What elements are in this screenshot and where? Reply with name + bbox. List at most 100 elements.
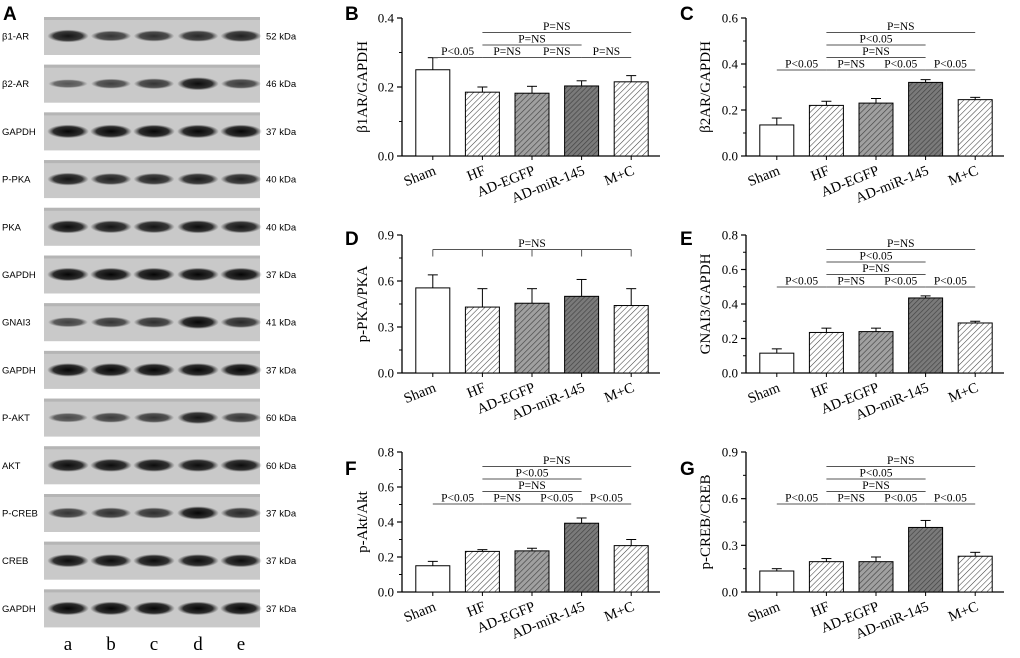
y-axis-label: β1AR/GAPDH <box>355 41 371 133</box>
panel-label: F <box>345 459 357 480</box>
panel-label: G <box>680 459 695 480</box>
blot-protein-label: GAPDH <box>2 365 36 376</box>
bar <box>514 550 550 593</box>
significance-label: P<0.05 <box>934 59 967 71</box>
y-tick-label: 0.6 <box>378 274 395 289</box>
bar <box>464 550 500 593</box>
blot-band <box>220 173 262 186</box>
blot-size-label: 37 kDa <box>266 604 297 615</box>
blot-size-label: 46 kDa <box>266 79 297 90</box>
blot-band <box>47 267 89 282</box>
bar <box>514 302 550 374</box>
panel-label: D <box>345 229 359 250</box>
significance-label: P<0.05 <box>884 276 917 288</box>
bar <box>908 297 944 374</box>
y-tick-label: 0.2 <box>722 331 738 346</box>
blot-size-label: 37 kDa <box>266 270 297 281</box>
blot-band <box>177 220 219 234</box>
y-tick-label: 0.9 <box>722 445 738 460</box>
y-tick-label: 0.4 <box>722 297 739 312</box>
bar <box>613 81 649 157</box>
x-tick-label: Sham <box>402 599 439 626</box>
significance-label: P=NS <box>837 276 865 288</box>
blot-band <box>90 458 132 472</box>
blot-protein-label: β2-AR <box>2 79 29 90</box>
blot-size-label: 41 kDa <box>266 318 297 329</box>
blot-size-label: 40 kDa <box>266 175 297 186</box>
significance-label: P<0.05 <box>884 59 917 71</box>
blot-size-label: 60 kDa <box>266 461 297 472</box>
bar <box>415 287 451 374</box>
y-tick-label: 0.0 <box>378 149 394 164</box>
blot-band <box>47 601 89 616</box>
blot-band <box>220 124 262 139</box>
blot-band <box>220 78 262 89</box>
significance-label: P=NS <box>543 455 571 467</box>
blot-protein-label: P-PKA <box>2 175 31 186</box>
blot-band <box>90 220 132 234</box>
blot-band <box>220 601 262 616</box>
western-blot-panel: A β1-AR 52 kDa β2-AR 46 kDa GAPDH 37 kDa P-PKA… <box>2 4 297 655</box>
y-tick-label: 0.0 <box>378 585 394 600</box>
blot-band <box>90 267 132 282</box>
blot-band <box>90 363 132 377</box>
blot-band <box>177 458 219 472</box>
blot-row: P-PKA 40 kDa <box>2 160 297 199</box>
y-tick-label: 0.4 <box>722 57 739 72</box>
blot-band <box>177 30 219 42</box>
significance-label: P=NS <box>837 493 865 505</box>
blot-size-label: 37 kDa <box>266 556 297 567</box>
significance-label: P=NS <box>493 46 521 58</box>
significance-label: P<0.05 <box>785 276 818 288</box>
bar <box>858 102 894 157</box>
blot-band <box>133 554 175 568</box>
blot-band <box>90 601 132 616</box>
blot-band <box>177 411 219 424</box>
bar <box>613 305 649 374</box>
significance-label: P=NS <box>593 46 621 58</box>
significance-label: P=NS <box>837 59 865 71</box>
blot-band <box>177 554 219 568</box>
significance-label: P<0.05 <box>934 276 967 288</box>
y-tick-label: 0.0 <box>722 149 738 164</box>
blot-band <box>133 412 175 423</box>
blot-band <box>220 30 262 42</box>
bar <box>808 331 844 374</box>
significance-label: P<0.05 <box>590 493 623 505</box>
bar <box>957 99 993 157</box>
blot-band <box>177 315 219 330</box>
blot-band <box>90 173 132 186</box>
bar <box>908 81 944 157</box>
x-tick-label: HF <box>809 380 832 402</box>
significance-label: P=NS <box>518 238 546 250</box>
y-axis-label: p-Akt/Akt <box>355 490 371 552</box>
blot-size-label: 52 kDa <box>266 32 297 43</box>
blot-row: AKT 60 kDa <box>2 446 297 485</box>
bar <box>808 561 844 593</box>
blot-row: β2-AR 46 kDa <box>2 64 297 103</box>
blot-row: P-AKT 60 kDa <box>2 398 297 437</box>
bar <box>759 570 795 593</box>
x-tick-label: HF <box>809 163 832 185</box>
blot-band <box>133 507 175 519</box>
blot-band <box>90 316 132 328</box>
bar <box>908 526 944 593</box>
blot-band <box>220 267 262 282</box>
y-tick-label: 0.3 <box>378 320 394 335</box>
y-tick-label: 0.2 <box>722 103 738 118</box>
y-axis-label: GNAI3/GAPDH <box>698 253 714 354</box>
blot-band <box>177 124 219 139</box>
panel-label: B <box>345 4 359 25</box>
bar <box>613 545 649 593</box>
y-tick-label: 0.4 <box>378 11 395 26</box>
blot-row: GAPDH 37 kDa <box>2 350 297 389</box>
x-tick-label: M+C <box>602 163 637 189</box>
y-tick-label: 0.4 <box>378 515 395 530</box>
panel-label: C <box>680 4 694 25</box>
y-axis-label: β2AR/GAPDH <box>698 41 714 133</box>
significance-label: P<0.05 <box>785 59 818 71</box>
blot-band <box>177 506 219 520</box>
